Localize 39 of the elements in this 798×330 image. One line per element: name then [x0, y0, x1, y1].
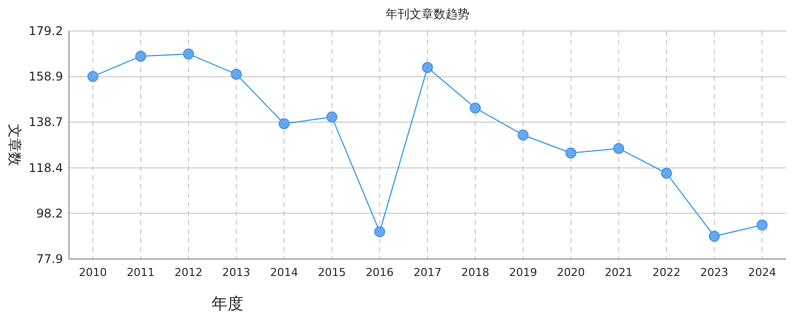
x-tick-label: 2016 [366, 266, 394, 279]
x-tick-label: 2023 [700, 266, 728, 279]
x-tick-label: 2024 [748, 266, 776, 279]
point [613, 142, 624, 154]
point [87, 70, 98, 82]
x-tick-label: 2013 [222, 266, 250, 279]
point [661, 168, 672, 179]
point [135, 50, 146, 62]
x-tick-label: 2012 [174, 266, 202, 279]
x-tick-label: 2015 [318, 266, 346, 279]
chart-title: 年刊文章数趋势 [386, 7, 470, 21]
y-axis-title: 文章数 [6, 124, 22, 166]
x-tick-label: 2017 [414, 266, 442, 279]
point [422, 62, 433, 73]
point [183, 48, 194, 60]
y-tick-label: 138.7 [28, 115, 63, 130]
y-tick-label: 158.9 [28, 70, 63, 84]
x-tick-label: 2021 [604, 266, 633, 279]
point [374, 226, 386, 238]
x-tick-label: 2019 [509, 266, 538, 279]
y-tick-label: 179.2 [28, 24, 63, 38]
point [230, 68, 242, 80]
y-tick-label: 77.9 [36, 252, 63, 266]
point [708, 230, 720, 242]
point [470, 102, 481, 114]
y-tick-label: 118.4 [28, 160, 63, 175]
y-tick-label: 98.2 [36, 206, 63, 220]
x-tick-label: 2011 [126, 266, 155, 279]
x-axis-title: 年度 [212, 294, 244, 313]
x-tick-label: 2010 [78, 266, 107, 279]
point [278, 118, 290, 130]
point [756, 220, 768, 231]
x-tick-label: 2022 [652, 266, 680, 279]
x-tick-label: 2014 [270, 266, 298, 279]
x-tick-label: 2018 [461, 266, 490, 279]
point [326, 111, 338, 122]
x-tick-label: 2020 [556, 266, 585, 279]
point [518, 129, 529, 140]
point [565, 147, 576, 158]
